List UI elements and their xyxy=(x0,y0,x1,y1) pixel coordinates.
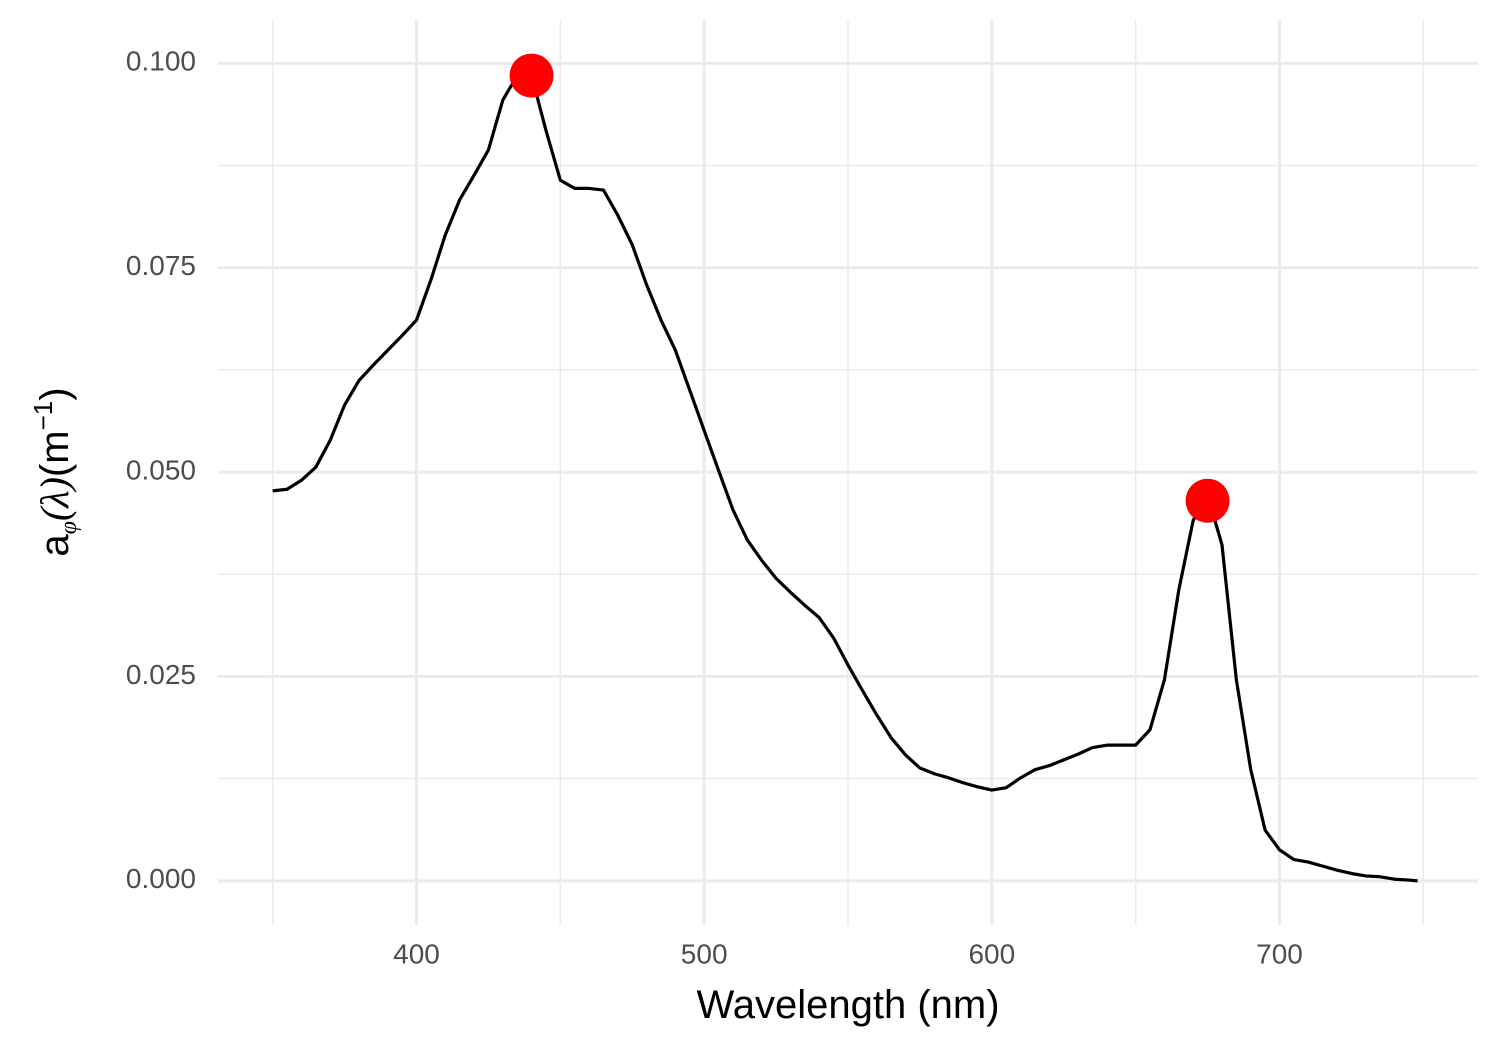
y-tick-label: 0.025 xyxy=(126,659,196,690)
y-tick-label: 0.050 xyxy=(126,454,196,485)
x-tick-label: 700 xyxy=(1256,938,1303,969)
x-axis-label: Wavelength (nm) xyxy=(696,983,999,1027)
y-tick-label: 0.100 xyxy=(126,46,196,77)
data-line xyxy=(272,73,1418,883)
marks xyxy=(272,53,1418,883)
y-tick-label: 0.075 xyxy=(126,250,196,281)
peak-point xyxy=(509,53,554,98)
grid xyxy=(218,20,1478,925)
y-label-part: (m xyxy=(33,430,77,477)
y-axis-label: aφ(λ)(m−1) xyxy=(28,387,82,556)
x-tick-label: 500 xyxy=(681,938,728,969)
x-tick-label: 400 xyxy=(393,938,440,969)
y-label-part: −1 xyxy=(28,401,58,431)
y-tick-label: 0.000 xyxy=(126,863,196,894)
peak-point xyxy=(1185,478,1230,523)
y-label-part: a xyxy=(33,534,77,557)
y-label-part: ) xyxy=(33,387,77,400)
y-label-part: φ xyxy=(56,521,82,534)
y-label-part: (λ) xyxy=(32,477,77,521)
x-tick-label: 600 xyxy=(968,938,1015,969)
